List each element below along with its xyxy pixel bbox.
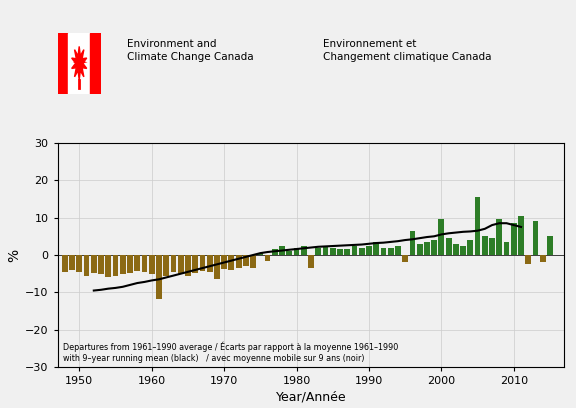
Bar [265,255,271,261]
Bar [214,255,220,279]
Bar [453,244,458,255]
Bar [105,255,111,277]
Bar [192,255,198,273]
Bar [468,240,473,255]
Bar [431,240,437,255]
Bar [410,231,415,255]
Text: Departures from 1961–1990 average / Écarts par rapport à la moyenne 1961–1990
wi: Departures from 1961–1990 average / Écar… [63,342,398,363]
Bar [323,246,328,255]
Bar [156,255,162,299]
Bar [243,255,249,266]
X-axis label: Year/Année: Year/Année [276,390,346,404]
Bar [199,255,205,271]
Bar [489,238,495,255]
Bar [113,255,119,275]
Bar [424,242,430,255]
Bar [351,246,357,255]
Bar [84,255,89,275]
Bar [164,255,169,275]
Bar [381,248,386,255]
Bar [503,242,509,255]
Bar [395,246,401,255]
Y-axis label: %: % [7,248,21,262]
Bar [62,255,68,272]
Bar [337,249,343,255]
Bar [69,255,75,270]
Bar [98,255,104,275]
Bar [58,33,69,94]
Bar [497,220,502,255]
Bar [475,197,480,255]
Bar [90,33,101,94]
Bar [127,255,133,273]
Bar [330,248,336,255]
Bar [547,236,553,255]
Bar [272,249,278,255]
Bar [518,216,524,255]
Text: Environment and
Climate Change Canada: Environment and Climate Change Canada [127,39,253,62]
Bar [250,255,256,268]
Bar [178,255,184,274]
Bar [446,238,452,255]
Bar [221,255,227,269]
Text: Environnement et
Changement climatique Canada: Environnement et Changement climatique C… [323,39,491,62]
Bar [185,255,191,275]
Bar [149,255,154,274]
Bar [170,255,176,272]
Bar [120,255,126,274]
Bar [301,246,306,255]
Bar [366,246,372,255]
Bar [279,246,285,255]
Bar [373,242,379,255]
Bar [308,255,314,268]
Bar [511,223,517,255]
Bar [286,251,292,255]
Bar [77,255,82,272]
Bar [91,255,97,273]
Bar [402,255,408,262]
Bar [236,255,241,268]
Bar [460,246,466,255]
Bar [69,33,90,94]
Bar [344,249,350,255]
Bar [257,253,263,255]
Bar [134,255,140,271]
Bar [540,255,545,262]
Bar [294,248,300,255]
Bar [417,244,423,255]
Polygon shape [71,47,87,80]
Bar [316,248,321,255]
Bar [207,255,213,272]
Bar [142,255,147,272]
Text: ✦: ✦ [71,54,88,73]
Bar [388,248,393,255]
Bar [438,220,444,255]
Bar [359,248,365,255]
Bar [525,255,531,264]
Bar [229,255,234,270]
Bar [533,221,539,255]
Bar [482,236,488,255]
